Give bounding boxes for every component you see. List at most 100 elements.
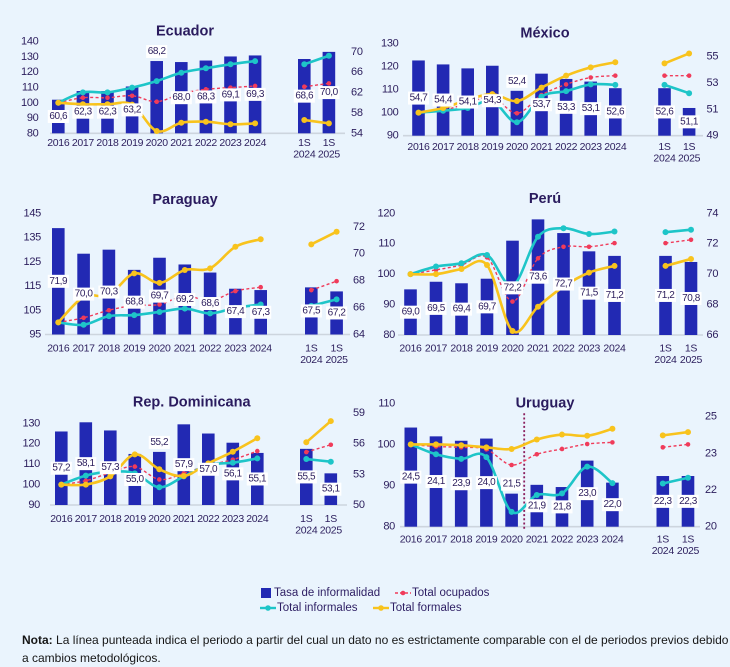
data-label: 68,3: [195, 90, 217, 104]
data-label: 68,6: [199, 297, 221, 311]
x-tick-label: 1S: [657, 534, 670, 546]
data-label-box: [219, 88, 242, 102]
point-total-ocupados: [663, 240, 668, 246]
data-label-box: [501, 477, 523, 491]
footnote: Nota: La línea punteada indica el period…: [22, 631, 730, 667]
point-total-ocupados: [154, 99, 159, 104]
data-label: 68,8: [123, 295, 145, 309]
x-tick-label: 2022: [199, 343, 222, 355]
data-label-box: [174, 292, 196, 306]
x-tick-label: 2018: [98, 343, 121, 355]
left-axis-tick-label: 140: [21, 36, 39, 48]
data-label-text: 68,6: [295, 91, 314, 102]
left-axis-tick-label: 100: [21, 97, 39, 109]
left-axis-tick-label: 120: [21, 66, 39, 78]
x-tick-label: 2016: [399, 343, 422, 355]
data-label: 23,9: [450, 477, 472, 491]
data-label-text: 22,3: [679, 496, 698, 507]
left-axis-tick-label: 110: [22, 82, 39, 94]
data-label-text: 53,3: [557, 102, 576, 113]
point-total-ocupados: [233, 288, 238, 294]
x-tick-label: 2017: [73, 343, 96, 355]
data-label-text: 57,3: [101, 462, 120, 473]
data-label-box: [293, 89, 315, 103]
point-total-informales: [586, 230, 592, 237]
data-label-text: 73,6: [529, 272, 548, 283]
legend-square-icon: [261, 588, 271, 598]
point-total-informales: [433, 451, 439, 458]
data-label-box: [481, 94, 503, 108]
point-total-ocupados: [686, 73, 692, 78]
point-total-ocupados: [326, 81, 332, 86]
point-total-ocupados: [514, 110, 520, 116]
x-tick-label: 2019: [121, 137, 144, 149]
point-total-informales: [303, 456, 310, 463]
x-tick-label: 2017: [432, 141, 455, 153]
point-total-formales: [131, 451, 138, 458]
data-label: 67,5: [300, 304, 322, 318]
data-label-box: [47, 110, 69, 124]
x-tick-label: 2024: [295, 525, 318, 537]
data-label-text: 71,9: [49, 276, 68, 287]
data-label-box: [73, 287, 95, 301]
data-label-text: 69,0: [402, 307, 421, 318]
data-label-text: 57,0: [199, 464, 218, 475]
data-label-text: 67,2: [328, 307, 347, 318]
point-total-informales: [533, 492, 540, 499]
right-axis-tick-label: 23: [705, 447, 717, 459]
data-label-text: 23,9: [452, 478, 471, 489]
x-tick-label: 2024: [293, 149, 316, 161]
right-axis-tick-label: 66: [351, 66, 363, 78]
dashed-line-marker-icon: [395, 590, 411, 596]
chart-rep-dominicana: Rep. Dominicana 90 100 110 120 130 50 53 56 59 201…: [23, 394, 366, 537]
point-total-informales: [458, 260, 465, 267]
data-label: 69,7: [476, 300, 498, 314]
point-total-formales: [484, 262, 490, 269]
data-label-text: 54,3: [483, 95, 502, 106]
left-axis-tick-label: 100: [378, 268, 396, 280]
data-label-text: 69,2: [176, 294, 195, 305]
data-label-box: [425, 301, 447, 315]
x-tick-label: 2024: [603, 343, 626, 355]
point-total-formales: [207, 265, 214, 272]
x-tick-label: 1S: [658, 141, 671, 153]
data-label-box: [432, 93, 454, 107]
data-label-box: [652, 494, 674, 508]
left-axis-tick-label: 135: [24, 232, 42, 244]
data-label-text: 21,5: [503, 479, 522, 490]
x-tick-label: 2021: [174, 343, 197, 355]
point-total-ocupados: [612, 240, 617, 246]
point-total-ocupados: [586, 244, 592, 250]
data-label-box: [601, 498, 623, 512]
point-total-formales: [559, 431, 565, 438]
data-label-box: [450, 477, 472, 491]
right-axis-tick-label: 20: [705, 521, 717, 533]
point-total-formales: [458, 442, 465, 449]
point-total-formales: [609, 425, 616, 432]
chart-title: Uruguay: [516, 395, 575, 411]
point-total-informales: [333, 296, 340, 303]
left-axis-tick-label: 110: [378, 397, 395, 409]
x-tick-label: 2023: [578, 343, 601, 355]
left-axis-tick-label: 105: [24, 304, 42, 316]
point-total-informales: [80, 321, 87, 328]
point-total-informales: [202, 65, 209, 72]
note-label: Nota:: [22, 633, 53, 647]
data-label: 62,3: [96, 105, 119, 119]
point-total-formales: [327, 418, 334, 425]
data-label-text: 68,3: [197, 91, 216, 102]
data-label-box: [124, 472, 146, 486]
data-label-box: [654, 288, 677, 302]
data-label: 67,2: [326, 306, 348, 320]
data-label-box: [246, 472, 268, 486]
legend-label: Total informales: [277, 602, 358, 614]
left-axis-tick-label: 145: [24, 207, 42, 219]
data-label: 69,4: [450, 302, 473, 316]
data-label-box: [678, 115, 700, 129]
data-label: 69,3: [244, 87, 266, 101]
data-label: 72,7: [552, 277, 575, 291]
data-label: 69,5: [425, 301, 447, 315]
x-tick-label: 2020: [146, 137, 169, 149]
data-label: 54,7: [407, 91, 430, 105]
